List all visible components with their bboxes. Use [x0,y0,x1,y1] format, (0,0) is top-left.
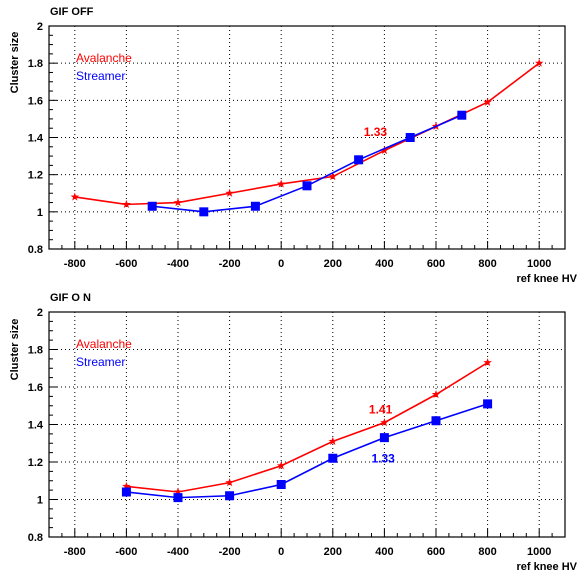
x-tick-label: 200 [324,546,342,558]
data-point [173,487,183,496]
data-point [380,418,389,427]
y-tick-label: 1 [37,495,43,507]
data-point [302,181,312,191]
data-point [380,146,389,155]
chart-panel-2: -800 -600 -400 -200 0 200 400 600 800 1000 0.8 1 1.2… [9,292,578,573]
y-tick-label: 1.6 [28,95,43,107]
chart-title: GIF OFF [50,6,94,18]
data-point [457,110,467,120]
legend-entry: Streamer [76,355,125,369]
y-tick-label: 1.4 [28,133,44,145]
y-tick-label: 1.6 [28,382,43,394]
data-point [534,58,544,67]
y-tick-label: 1.8 [28,58,43,70]
data-point [122,199,131,209]
data-point [276,480,286,489]
data-point [122,481,131,491]
y-tick-label: 1 [37,207,43,219]
x-tick-label: 800 [478,258,496,270]
x-tick-label: -200 [219,258,241,270]
x-tick-label: 800 [478,546,496,558]
x-tick-label: 1000 [527,546,551,558]
x-tick-label: -800 [64,258,86,270]
y-axis-label: Cluster size [9,32,21,94]
data-point [328,453,338,463]
y-axis-label: Cluster size [9,319,21,381]
x-tick-label: -200 [219,546,241,558]
x-tick-label: 0 [278,258,284,270]
series-line [126,403,488,499]
x-tick-label: 0 [278,546,284,558]
chart-title: GIF O N [50,292,91,304]
data-point [250,201,260,211]
data-point [328,436,338,446]
data-point [405,133,415,142]
x-tick-label: 200 [324,258,342,270]
data-point [483,399,493,409]
y-tick-label: 2 [37,307,43,319]
series-line [152,114,463,213]
chart-panel-1: -800 -600 -400 -200 0 200 400 600 800 1000 0.8 1 1.2… [9,6,578,285]
x-tick-label: -400 [167,258,189,270]
legend-entry: Streamer [76,69,125,83]
data-point [121,487,131,497]
series-streamer [121,399,493,503]
data-point [379,433,389,443]
data-point [483,97,492,106]
data-point [328,172,338,181]
x-tick-label: 600 [427,546,445,558]
data-point [199,207,209,217]
x-tick-label: -600 [115,546,137,558]
y-tick-label: 1.2 [28,457,43,469]
y-tick-label: 2 [37,21,43,33]
data-point [173,198,183,207]
data-point [147,201,157,211]
data-point [225,188,234,197]
x-tick-label: -600 [115,258,137,270]
y-tick-label: 0.8 [28,244,43,256]
x-axis-label: ref knee HV [516,273,577,285]
data-point [225,491,235,501]
series-streamer [147,110,467,217]
data-point [70,192,80,201]
data-point [276,461,286,470]
data-point [483,358,492,367]
x-tick-label: -400 [167,546,189,558]
x-tick-label: -800 [64,546,86,558]
y-tick-label: 1.2 [28,170,43,182]
x-tick-label: 400 [375,258,393,270]
annotation-label: 1.41 [369,403,393,417]
y-tick-label: 1.4 [28,420,44,432]
y-tick-label: 1.8 [28,345,43,357]
series-line [126,361,489,493]
annotation-label: 1.33 [372,451,396,465]
data-point [431,416,441,426]
y-tick-label: 0.8 [28,532,43,544]
x-tick-label: 400 [375,546,393,558]
legend-entry: Avalanche [76,337,132,351]
x-tick-label: 1000 [527,258,551,270]
x-tick-label: 600 [427,258,445,270]
series-avalanche [122,358,492,496]
annotation-label: 1.33 [364,125,388,139]
legend-entry: Avalanche [76,51,132,65]
data-point [276,179,286,188]
data-point [431,390,441,399]
data-point [354,155,364,165]
x-axis-label: ref knee HV [516,561,577,573]
data-point [225,478,234,487]
data-point [173,493,183,503]
